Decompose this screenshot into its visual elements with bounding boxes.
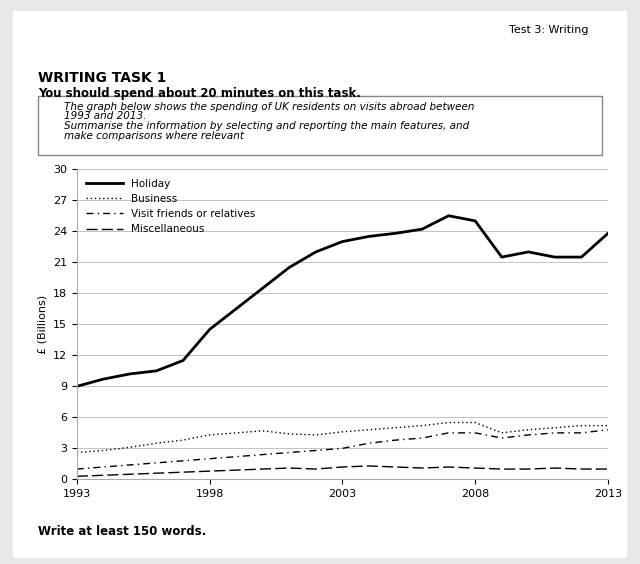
- Visit friends or relatives: [419, 435, 426, 442]
- Business: [100, 447, 108, 454]
- Holiday: [100, 376, 108, 382]
- Miscellaneous: [259, 466, 267, 473]
- Business: [551, 424, 559, 431]
- Miscellaneous: [498, 466, 506, 473]
- Holiday: [232, 306, 240, 312]
- Miscellaneous: [419, 465, 426, 472]
- Business: [73, 449, 81, 456]
- Text: Summarise the information by selecting and reporting the main features, and: Summarise the information by selecting a…: [64, 121, 469, 131]
- Miscellaneous: [445, 464, 452, 470]
- Line: Business: Business: [77, 422, 608, 452]
- Visit friends or relatives: [285, 449, 293, 456]
- Holiday: [498, 254, 506, 261]
- Business: [232, 430, 240, 437]
- Visit friends or relatives: [498, 435, 506, 442]
- Line: Visit friends or relatives: Visit friends or relatives: [77, 430, 608, 469]
- Holiday: [524, 249, 532, 255]
- Miscellaneous: [126, 471, 134, 478]
- Holiday: [604, 230, 612, 237]
- Line: Miscellaneous: Miscellaneous: [77, 466, 608, 476]
- Miscellaneous: [100, 472, 108, 479]
- Business: [126, 444, 134, 451]
- Text: Write at least 150 words.: Write at least 150 words.: [38, 525, 207, 537]
- Business: [604, 422, 612, 429]
- Miscellaneous: [205, 468, 213, 474]
- Miscellaneous: [339, 464, 346, 470]
- Holiday: [73, 383, 81, 390]
- Miscellaneous: [604, 466, 612, 473]
- Miscellaneous: [471, 465, 479, 472]
- Text: make comparisons where relevant: make comparisons where relevant: [64, 131, 244, 141]
- Visit friends or relatives: [445, 430, 452, 437]
- Miscellaneous: [577, 466, 585, 473]
- Visit friends or relatives: [259, 451, 267, 458]
- Holiday: [392, 230, 399, 237]
- Visit friends or relatives: [471, 430, 479, 437]
- Miscellaneous: [285, 465, 293, 472]
- Line: Holiday: Holiday: [77, 216, 608, 386]
- Holiday: [577, 254, 585, 261]
- Text: WRITING: WRITING: [282, 36, 358, 51]
- Holiday: [551, 254, 559, 261]
- Business: [498, 430, 506, 437]
- Text: 1993 and 2013.: 1993 and 2013.: [64, 111, 147, 121]
- Holiday: [419, 226, 426, 232]
- Business: [392, 424, 399, 431]
- Y-axis label: £ (Billions): £ (Billions): [37, 295, 47, 354]
- Miscellaneous: [179, 469, 187, 475]
- Visit friends or relatives: [577, 430, 585, 437]
- Business: [152, 440, 160, 447]
- Miscellaneous: [524, 466, 532, 473]
- Visit friends or relatives: [205, 455, 213, 462]
- Business: [259, 428, 267, 434]
- Miscellaneous: [73, 473, 81, 479]
- Holiday: [339, 238, 346, 245]
- Business: [471, 419, 479, 426]
- Miscellaneous: [232, 467, 240, 474]
- Holiday: [126, 371, 134, 377]
- Visit friends or relatives: [73, 466, 81, 473]
- Miscellaneous: [551, 465, 559, 472]
- Visit friends or relatives: [100, 464, 108, 470]
- Business: [285, 430, 293, 437]
- Business: [524, 426, 532, 433]
- Miscellaneous: [365, 462, 372, 469]
- Visit friends or relatives: [152, 460, 160, 466]
- Holiday: [205, 326, 213, 333]
- Holiday: [179, 357, 187, 364]
- Visit friends or relatives: [365, 440, 372, 447]
- Visit friends or relatives: [339, 445, 346, 452]
- Business: [419, 422, 426, 429]
- Holiday: [471, 218, 479, 224]
- Business: [365, 426, 372, 433]
- Visit friends or relatives: [551, 430, 559, 437]
- Miscellaneous: [392, 464, 399, 470]
- Business: [205, 431, 213, 438]
- Visit friends or relatives: [312, 447, 319, 454]
- Visit friends or relatives: [179, 457, 187, 464]
- Text: The graph below shows the spending of UK residents on visits abroad between: The graph below shows the spending of UK…: [64, 102, 474, 112]
- Business: [312, 431, 319, 438]
- Visit friends or relatives: [524, 431, 532, 438]
- Holiday: [285, 264, 293, 271]
- Visit friends or relatives: [604, 426, 612, 433]
- Holiday: [259, 285, 267, 292]
- Business: [179, 437, 187, 443]
- Holiday: [445, 213, 452, 219]
- Holiday: [365, 233, 372, 240]
- Business: [577, 422, 585, 429]
- Holiday: [312, 249, 319, 255]
- Business: [445, 419, 452, 426]
- Miscellaneous: [312, 466, 319, 473]
- Text: You should spend about 20 minutes on this task.: You should spend about 20 minutes on thi…: [38, 87, 361, 100]
- Legend: Holiday, Business, Visit friends or relatives, Miscellaneous: Holiday, Business, Visit friends or rela…: [82, 174, 259, 239]
- Visit friends or relatives: [232, 453, 240, 460]
- Business: [339, 429, 346, 435]
- Visit friends or relatives: [392, 437, 399, 443]
- Visit friends or relatives: [126, 461, 134, 468]
- Text: Test 3: Writing: Test 3: Writing: [509, 25, 589, 36]
- Text: WRITING TASK 1: WRITING TASK 1: [38, 70, 167, 85]
- Holiday: [152, 368, 160, 374]
- Miscellaneous: [152, 470, 160, 477]
